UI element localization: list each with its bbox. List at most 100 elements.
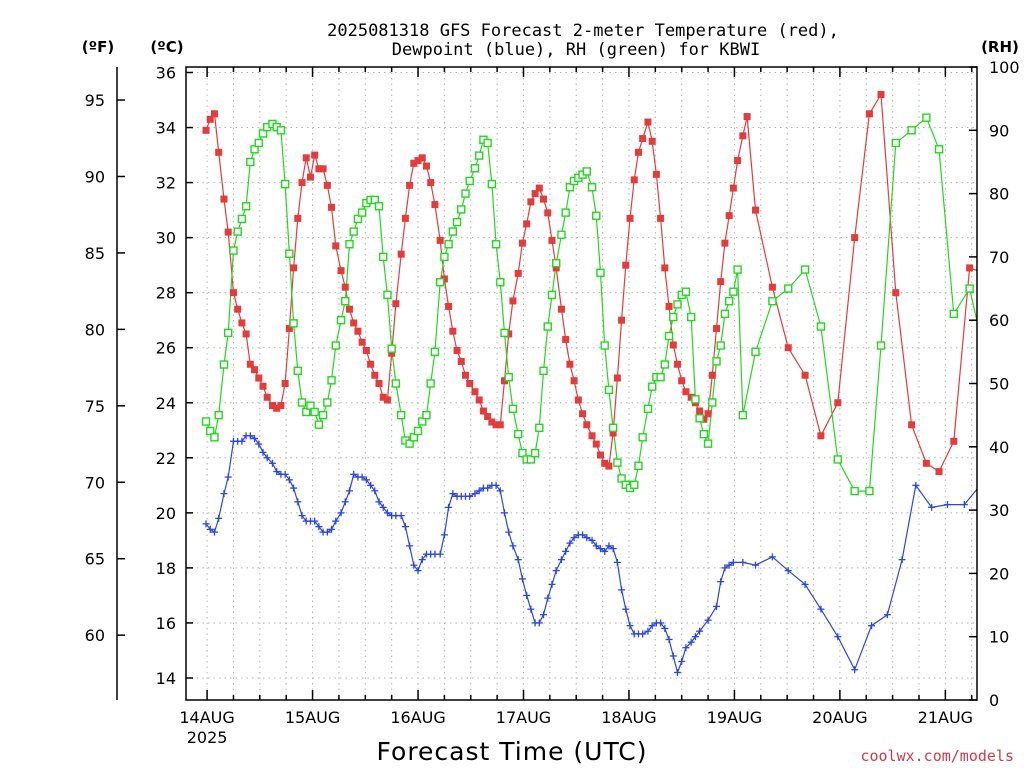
rh-point: [353, 214, 363, 224]
rh-tick-label: 50: [989, 375, 1009, 394]
dewpoint-point: [673, 668, 681, 676]
temperature-point: [548, 236, 556, 244]
temperature-point: [345, 305, 353, 313]
temperature-point: [397, 250, 405, 258]
rh-point: [751, 347, 760, 357]
temperature-point: [220, 195, 228, 203]
dewpoint-point: [712, 602, 720, 610]
temperature-point: [471, 388, 479, 396]
temperature-point: [908, 421, 916, 429]
dewpoint-point: [449, 490, 457, 498]
rh-point: [660, 360, 670, 369]
temperature-point: [453, 346, 461, 354]
rh-point: [557, 230, 566, 239]
rh-point: [435, 278, 445, 287]
celsius-tick-label: 28: [156, 284, 176, 303]
celsius-tick-label: 26: [156, 339, 176, 358]
rh-point: [318, 410, 328, 420]
temperature-point: [242, 330, 250, 338]
temperature-point: [700, 415, 708, 423]
temperature-point: [982, 270, 989, 277]
dewpoint-point: [397, 512, 405, 520]
dewpoint-point: [657, 619, 665, 627]
dewpoint-point: [367, 481, 375, 489]
temperature-point: [648, 137, 656, 145]
temperature-point: [246, 360, 254, 368]
temperature-point: [531, 190, 539, 198]
temperature-point: [332, 242, 340, 250]
rh-point: [457, 205, 466, 214]
dewpoint-point: [883, 611, 891, 619]
dewpoint-point: [273, 468, 281, 476]
dewpoint-point: [618, 586, 626, 594]
rh-point: [383, 290, 392, 300]
rh-point: [656, 372, 665, 382]
celsius-tick-label: 36: [156, 64, 176, 83]
temperature-point: [294, 214, 302, 222]
dewpoint-point: [687, 638, 695, 646]
rh-point: [387, 344, 396, 353]
fahrenheit-tick-label: 80: [85, 320, 105, 339]
x-axis-label: Forecast Time (UTC): [377, 737, 648, 766]
x-tick-label-day: 21AUG: [918, 708, 973, 727]
temperature-point: [922, 459, 930, 467]
rh-point: [448, 227, 458, 236]
temperature-point: [544, 209, 552, 217]
rh-point: [254, 138, 263, 148]
rh-point: [630, 480, 639, 489]
temperature-point: [657, 214, 665, 222]
rh-point: [833, 455, 842, 464]
rh-point: [561, 208, 570, 217]
temperature-point: [431, 201, 439, 209]
temperature-point: [997, 209, 1004, 216]
temperature-point: [634, 148, 642, 156]
temperature-point: [892, 289, 900, 297]
temperature-point: [350, 319, 358, 327]
rh-point: [323, 398, 332, 407]
rh-point: [543, 322, 552, 331]
temperature-point: [729, 184, 737, 192]
temperature-point: [609, 429, 617, 437]
rh-point: [306, 401, 315, 410]
temperature-point: [739, 132, 747, 140]
temperature-point: [298, 179, 306, 187]
celsius-tick-label: 16: [156, 614, 176, 633]
temperature-point: [281, 380, 289, 387]
temperature-point: [341, 283, 349, 291]
temperature-point: [935, 468, 943, 476]
rh-point: [535, 423, 544, 433]
temperature-point: [1014, 306, 1021, 313]
temperature-point: [315, 165, 323, 173]
dewpoint-point: [943, 501, 951, 509]
rh-point: [850, 486, 859, 496]
fahrenheit-tick-label: 65: [85, 550, 105, 569]
temperature-line: [205, 92, 977, 473]
temperature-point: [601, 459, 609, 467]
rh-point: [703, 439, 713, 448]
rh-tick-label: 90: [989, 121, 1009, 140]
rh-point: [206, 426, 215, 436]
temperature-point: [206, 115, 214, 123]
credit-link[interactable]: coolwx.com/models: [860, 747, 1014, 765]
temperature-point: [285, 324, 293, 332]
dewpoint-point: [912, 481, 920, 489]
temperature-point: [461, 371, 469, 379]
dewpoint-point: [294, 498, 302, 506]
dewpoint-point: [406, 542, 414, 550]
rh-point: [699, 429, 709, 439]
rh-point: [297, 398, 307, 407]
rh-point: [982, 355, 989, 362]
rh-point: [483, 138, 492, 148]
dewpoint-point: [784, 567, 792, 575]
dewpoint-point: [583, 534, 591, 542]
dewpoint-point: [206, 525, 214, 533]
rh-point: [461, 189, 470, 198]
rh-point: [526, 455, 536, 464]
temperature-point: [665, 302, 673, 310]
temperature-point: [613, 374, 621, 382]
rh-point: [724, 297, 734, 306]
temperature-point: [319, 165, 327, 173]
dewpoint-point: [220, 490, 228, 498]
temperature-point: [202, 126, 210, 134]
dewpoint-point: [768, 553, 776, 561]
